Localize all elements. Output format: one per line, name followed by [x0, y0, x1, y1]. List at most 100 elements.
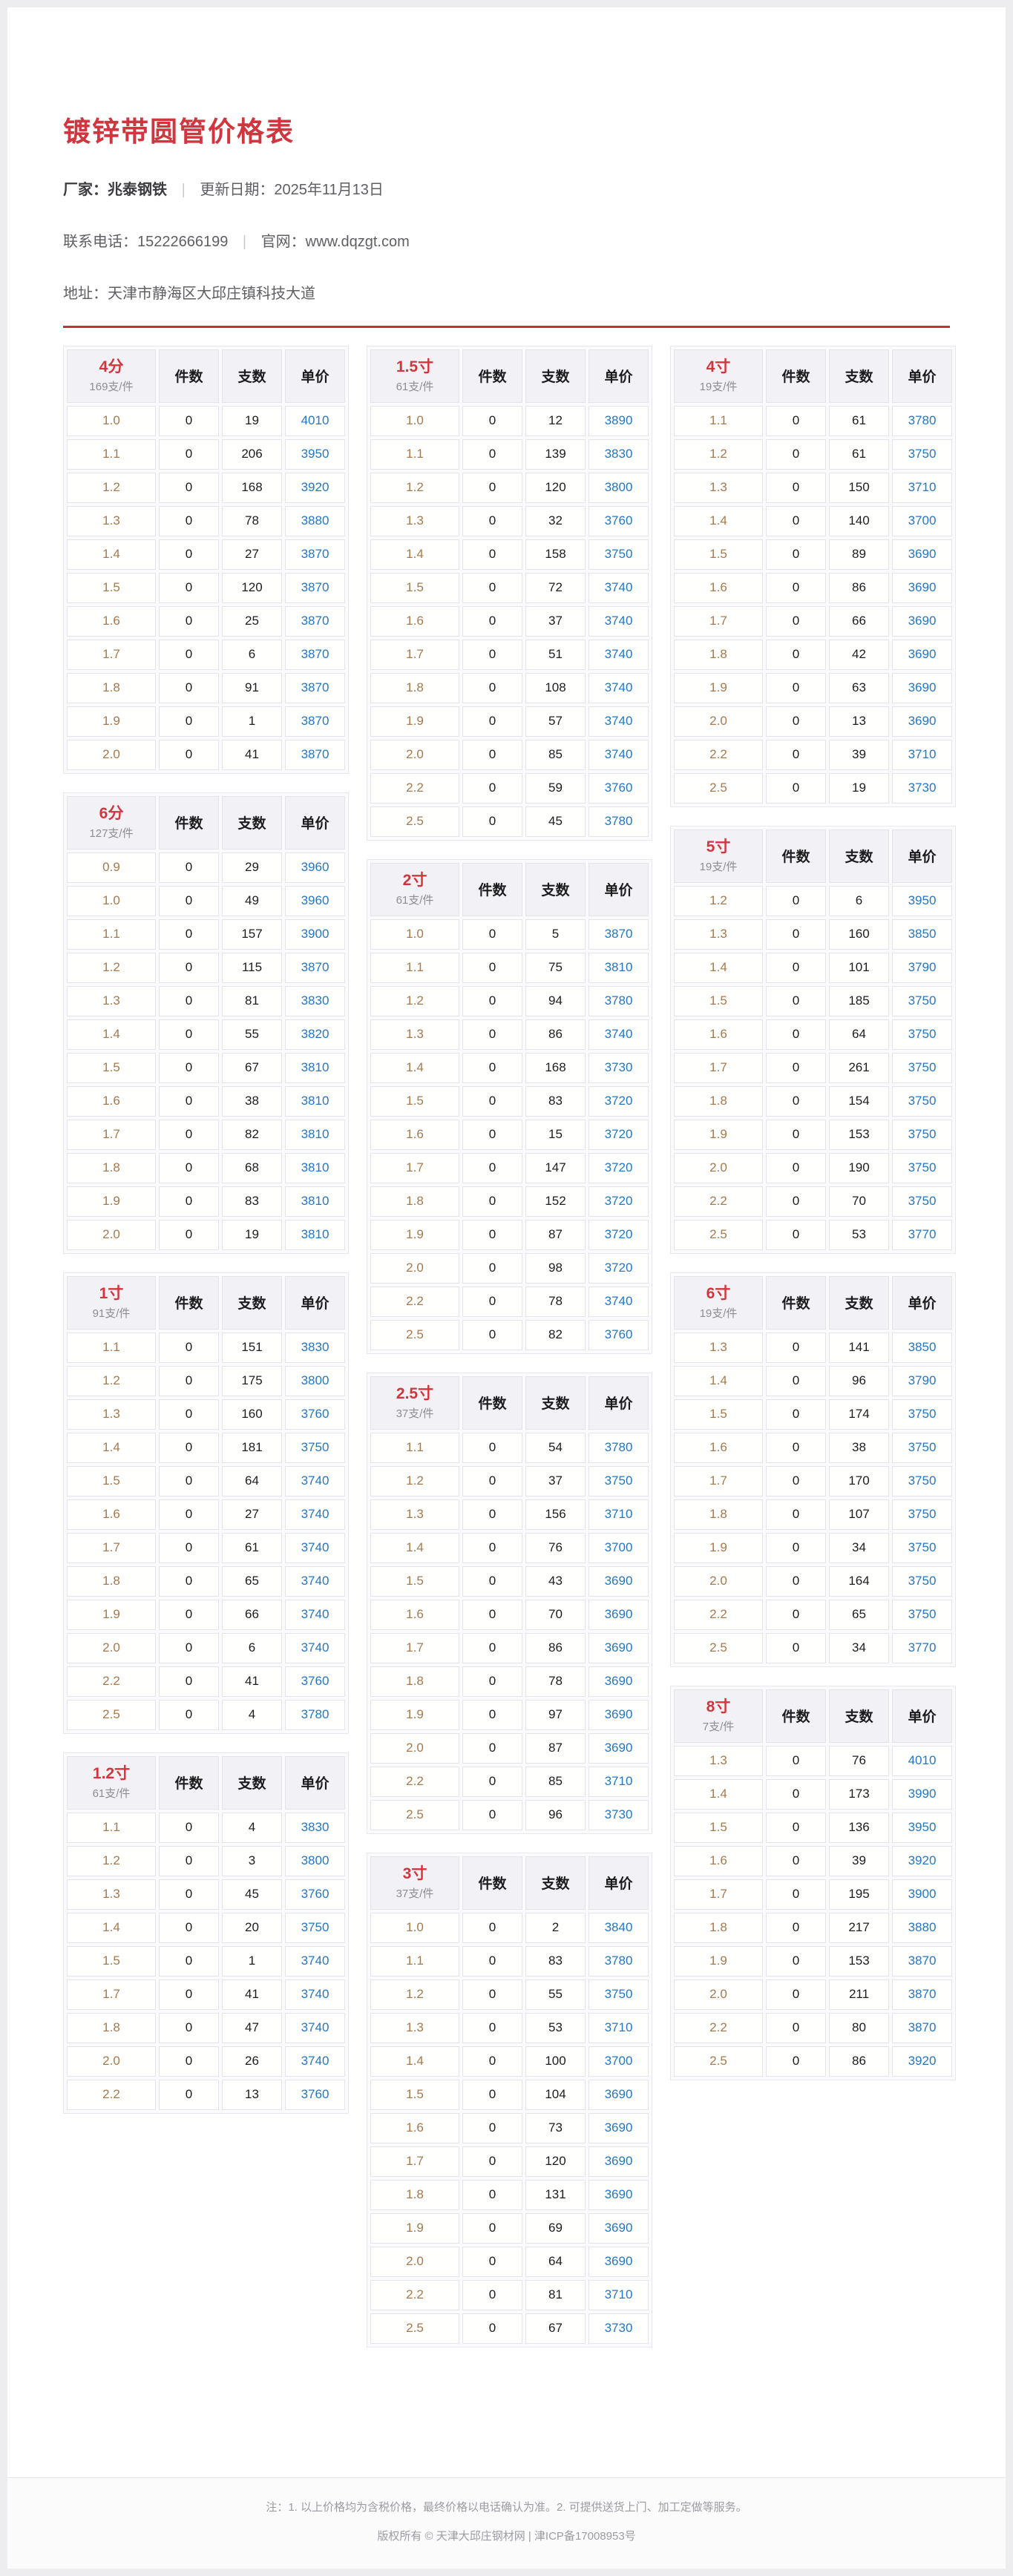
price-cell[interactable]: 3760 [285, 1666, 345, 1697]
price-cell[interactable]: 3710 [589, 1766, 649, 1797]
price-cell[interactable]: 3950 [892, 885, 952, 916]
price-cell[interactable]: 3720 [589, 1219, 649, 1250]
price-cell[interactable]: 3740 [285, 1532, 345, 1563]
price-cell[interactable]: 3870 [589, 919, 649, 950]
price-cell[interactable]: 3830 [285, 1812, 345, 1843]
price-cell[interactable]: 4010 [892, 1745, 952, 1776]
price-cell[interactable]: 3810 [285, 1052, 345, 1083]
price-cell[interactable]: 3990 [892, 1778, 952, 1810]
price-cell[interactable]: 3870 [892, 2012, 952, 2043]
price-cell[interactable]: 3700 [892, 505, 952, 536]
price-cell[interactable]: 3740 [589, 739, 649, 770]
price-cell[interactable]: 3880 [892, 1912, 952, 1943]
price-cell[interactable]: 3920 [892, 2046, 952, 2077]
price-cell[interactable]: 3720 [589, 1186, 649, 1217]
price-cell[interactable]: 3770 [892, 1632, 952, 1663]
price-cell[interactable]: 3700 [589, 2046, 649, 2077]
price-cell[interactable]: 3920 [892, 1845, 952, 1876]
price-cell[interactable]: 3750 [892, 1119, 952, 1150]
price-cell[interactable]: 3780 [589, 1432, 649, 1463]
price-cell[interactable]: 3870 [285, 672, 345, 703]
price-cell[interactable]: 3870 [285, 952, 345, 983]
price-cell[interactable]: 3690 [589, 1699, 649, 1730]
price-cell[interactable]: 3700 [589, 1532, 649, 1563]
price-cell[interactable]: 3950 [285, 438, 345, 470]
price-cell[interactable]: 3950 [892, 1812, 952, 1843]
price-cell[interactable]: 3740 [589, 639, 649, 670]
price-cell[interactable]: 3750 [892, 1186, 952, 1217]
price-cell[interactable]: 3740 [285, 1945, 345, 1977]
price-cell[interactable]: 3870 [285, 572, 345, 603]
price-cell[interactable]: 3870 [285, 739, 345, 770]
price-cell[interactable]: 3750 [589, 539, 649, 570]
price-cell[interactable]: 3690 [892, 539, 952, 570]
price-cell[interactable]: 3730 [589, 1799, 649, 1830]
price-cell[interactable]: 3740 [589, 1019, 649, 1050]
price-cell[interactable]: 3740 [285, 1499, 345, 1530]
price-cell[interactable]: 3690 [589, 1565, 649, 1597]
price-cell[interactable]: 3760 [285, 2079, 345, 2110]
price-cell[interactable]: 3780 [589, 1945, 649, 1977]
price-cell[interactable]: 3820 [285, 1019, 345, 1050]
price-cell[interactable]: 3740 [589, 672, 649, 703]
price-cell[interactable]: 3690 [589, 1599, 649, 1630]
price-cell[interactable]: 3720 [589, 1085, 649, 1117]
price-cell[interactable]: 3740 [285, 1599, 345, 1630]
price-cell[interactable]: 3690 [892, 706, 952, 737]
price-cell[interactable]: 3810 [589, 952, 649, 983]
price-cell[interactable]: 3740 [285, 1465, 345, 1496]
price-cell[interactable]: 3810 [285, 1219, 345, 1250]
price-cell[interactable]: 3730 [589, 2313, 649, 2344]
price-cell[interactable]: 3890 [589, 405, 649, 436]
price-cell[interactable]: 3750 [892, 1085, 952, 1117]
price-cell[interactable]: 3810 [285, 1152, 345, 1183]
price-cell[interactable]: 3760 [589, 505, 649, 536]
price-cell[interactable]: 3740 [285, 1979, 345, 2010]
price-cell[interactable]: 3690 [892, 672, 952, 703]
price-cell[interactable]: 3710 [589, 2012, 649, 2043]
price-cell[interactable]: 3750 [892, 1432, 952, 1463]
price-cell[interactable]: 4010 [285, 405, 345, 436]
price-cell[interactable]: 3870 [285, 706, 345, 737]
price-cell[interactable]: 3850 [892, 1332, 952, 1363]
price-cell[interactable]: 3780 [285, 1699, 345, 1730]
price-cell[interactable]: 3870 [892, 1979, 952, 2010]
price-cell[interactable]: 3690 [589, 2146, 649, 2177]
price-cell[interactable]: 3900 [285, 919, 345, 950]
price-cell[interactable]: 3690 [589, 1732, 649, 1764]
price-cell[interactable]: 3750 [892, 985, 952, 1016]
price-cell[interactable]: 3960 [285, 885, 345, 916]
price-cell[interactable]: 3780 [589, 985, 649, 1016]
price-cell[interactable]: 3750 [892, 1499, 952, 1530]
price-cell[interactable]: 3750 [892, 1532, 952, 1563]
price-cell[interactable]: 3960 [285, 852, 345, 883]
price-cell[interactable]: 3740 [285, 2012, 345, 2043]
price-cell[interactable]: 3850 [892, 919, 952, 950]
price-cell[interactable]: 3710 [589, 2279, 649, 2310]
price-cell[interactable]: 3870 [892, 1945, 952, 1977]
price-cell[interactable]: 3800 [285, 1845, 345, 1876]
price-cell[interactable]: 3690 [589, 1632, 649, 1663]
price-cell[interactable]: 3720 [589, 1252, 649, 1284]
price-cell[interactable]: 3710 [892, 472, 952, 503]
price-cell[interactable]: 3740 [285, 1632, 345, 1663]
price-cell[interactable]: 3870 [285, 539, 345, 570]
price-cell[interactable]: 3750 [892, 438, 952, 470]
price-cell[interactable]: 3740 [589, 572, 649, 603]
price-cell[interactable]: 3750 [589, 1465, 649, 1496]
price-cell[interactable]: 3800 [589, 472, 649, 503]
price-cell[interactable]: 3710 [892, 739, 952, 770]
price-cell[interactable]: 3720 [589, 1152, 649, 1183]
price-cell[interactable]: 3880 [285, 505, 345, 536]
price-cell[interactable]: 3740 [589, 1286, 649, 1317]
price-cell[interactable]: 3690 [589, 2079, 649, 2110]
price-cell[interactable]: 3750 [285, 1432, 345, 1463]
price-cell[interactable]: 3870 [285, 639, 345, 670]
price-cell[interactable]: 3730 [892, 772, 952, 804]
price-cell[interactable]: 3690 [892, 639, 952, 670]
price-cell[interactable]: 3740 [589, 706, 649, 737]
price-cell[interactable]: 3690 [892, 572, 952, 603]
price-cell[interactable]: 3690 [589, 1666, 649, 1697]
price-cell[interactable]: 3810 [285, 1085, 345, 1117]
price-cell[interactable]: 3900 [892, 1879, 952, 1910]
